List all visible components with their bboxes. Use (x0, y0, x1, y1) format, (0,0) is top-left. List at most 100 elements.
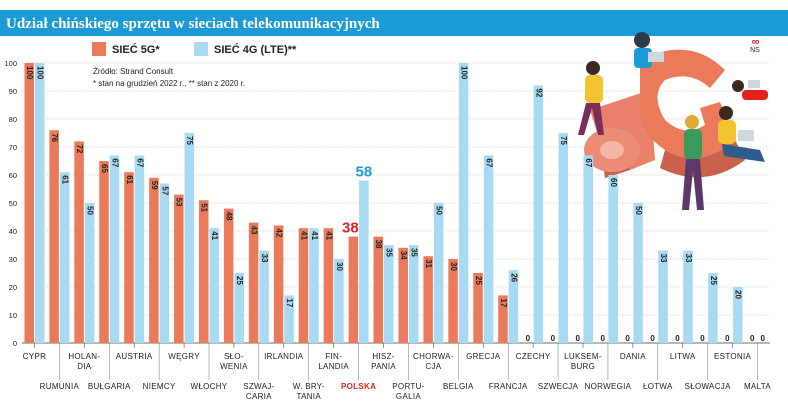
x-axis-labels: CYPR RUMUNIA HOLAN-DIA BUŁGARIA AUSTRIA NIEMC… (23, 343, 771, 401)
source-line: Źródło: Strand Consult (93, 67, 174, 76)
data-label-5g: 0 (526, 334, 531, 343)
y-tick-label: 70 (9, 143, 17, 152)
bar-4g (708, 273, 718, 343)
data-labels: 100 1007661725065676167595753755141482543… (25, 66, 765, 343)
data-label-5g: 0 (750, 334, 755, 343)
person-green-illustration (682, 115, 704, 210)
category-label: SZWAJ-CARIA (243, 382, 274, 401)
bar-4g (683, 250, 693, 343)
bar-5g (423, 256, 433, 343)
category-label: HOLAN-DIA (68, 352, 100, 371)
chart-title: Udział chińskiego sprzętu w sieciach tel… (6, 16, 380, 32)
data-label-5g: 51 (200, 203, 209, 212)
data-label-4g: 92 (534, 88, 543, 97)
bar-4g (508, 270, 519, 343)
data-label-4g: 33 (260, 254, 269, 263)
y-tick-label: 90 (9, 87, 17, 96)
data-label-4g: 33 (659, 254, 668, 263)
bar-4g (384, 245, 394, 343)
y-tick-label: 10 (9, 311, 17, 320)
data-label-4g: 25 (709, 276, 718, 285)
bar-5g (74, 141, 84, 343)
bar-5g (273, 225, 284, 343)
data-label-5g: 17 (499, 298, 508, 307)
category-label: CYPR (23, 352, 46, 361)
category-label: CHORWA-CJA (413, 352, 454, 371)
data-label-5g: 38 (374, 240, 383, 249)
category-label: IRLANDIA (264, 352, 304, 361)
bar-4g (259, 250, 269, 343)
bar-5g (323, 228, 334, 343)
legend-label-5g: SIEĆ 5G* (112, 44, 160, 56)
category-label: POLSKA (341, 382, 376, 391)
data-label-4g: 50 (435, 206, 444, 215)
bar-5g (24, 63, 34, 343)
category-label: SŁOWACJA (685, 382, 731, 391)
data-label-4g: 26 (509, 273, 518, 282)
category-label: WĘGRY (168, 352, 200, 361)
data-label-4g: 100 (459, 66, 468, 80)
bar-5g (223, 208, 234, 343)
bar-5g (124, 172, 134, 343)
bar-5g (448, 259, 458, 343)
data-label-5g: 0 (625, 334, 630, 343)
y-tick-label: 20 (9, 283, 17, 292)
category-label: NIEMCY (143, 382, 176, 391)
data-label-4g: 41 (310, 231, 319, 240)
bar-4g (658, 250, 668, 343)
bar-5g (99, 161, 109, 343)
category-label: FIN-LANDIA (318, 352, 349, 371)
data-label-5g: 41 (324, 231, 333, 240)
category-label: RUMUNIA (40, 382, 80, 391)
person-sitting-illustration (718, 106, 765, 162)
person-phone-illustration (578, 61, 604, 135)
data-label-5g: 59 (150, 181, 159, 190)
5g-letters-illustration (584, 49, 745, 178)
data-label-4g: 20 (734, 290, 743, 299)
category-label: AUSTRIA (116, 352, 153, 361)
y-tick-label: 30 (9, 255, 17, 264)
bar-4g (608, 175, 618, 343)
category-label: SZWECJA (538, 382, 579, 391)
data-label-4g: 67 (110, 158, 119, 167)
person-reclining-illustration (732, 80, 768, 100)
data-label-5g: 65 (100, 164, 109, 173)
category-label: HISZ-PANIA (371, 352, 396, 371)
bar-4g (633, 203, 643, 343)
data-label-5g: 38 (342, 220, 359, 237)
data-label-4g: 25 (235, 276, 244, 285)
bar-5g (174, 194, 184, 343)
bar-4g (408, 245, 419, 343)
legend-label-4g: SIEĆ 4G (LTE)** (214, 44, 297, 56)
bar-4g (309, 228, 319, 343)
category-label: PORTU-GALIA (392, 382, 424, 401)
bar-4g (34, 63, 45, 343)
data-label-5g: 41 (299, 231, 308, 240)
category-label: MALTA (744, 382, 771, 391)
data-label-5g: 53 (175, 198, 184, 207)
data-label-4g: 35 (410, 248, 419, 257)
category-label: BELGIA (443, 382, 474, 391)
bar-4g (583, 155, 593, 343)
category-label: ESTONIA (714, 352, 751, 361)
category-label: BUŁGARIA (88, 382, 131, 391)
data-label-5g: 0 (551, 334, 556, 343)
bar-4g (458, 63, 469, 343)
data-label-5g: 42 (274, 228, 283, 237)
category-label: GRECJA (466, 352, 501, 361)
data-label-4g: 75 (559, 136, 568, 145)
y-tick-label: 50 (9, 199, 17, 208)
bar-4g (159, 183, 170, 343)
bar-4g (558, 133, 569, 343)
data-label-4g: 100 (36, 66, 45, 80)
bar-4g (359, 180, 369, 343)
y-tick-label: 40 (9, 227, 17, 236)
legend-swatch-5g (92, 42, 106, 56)
legend-swatch-4g (194, 42, 208, 56)
bar-5g (149, 177, 159, 343)
bar-5g (49, 130, 59, 343)
data-label-5g: 0 (576, 334, 581, 343)
y-tick-label: 100 (4, 59, 17, 68)
category-label: WŁOCHY (191, 382, 228, 391)
